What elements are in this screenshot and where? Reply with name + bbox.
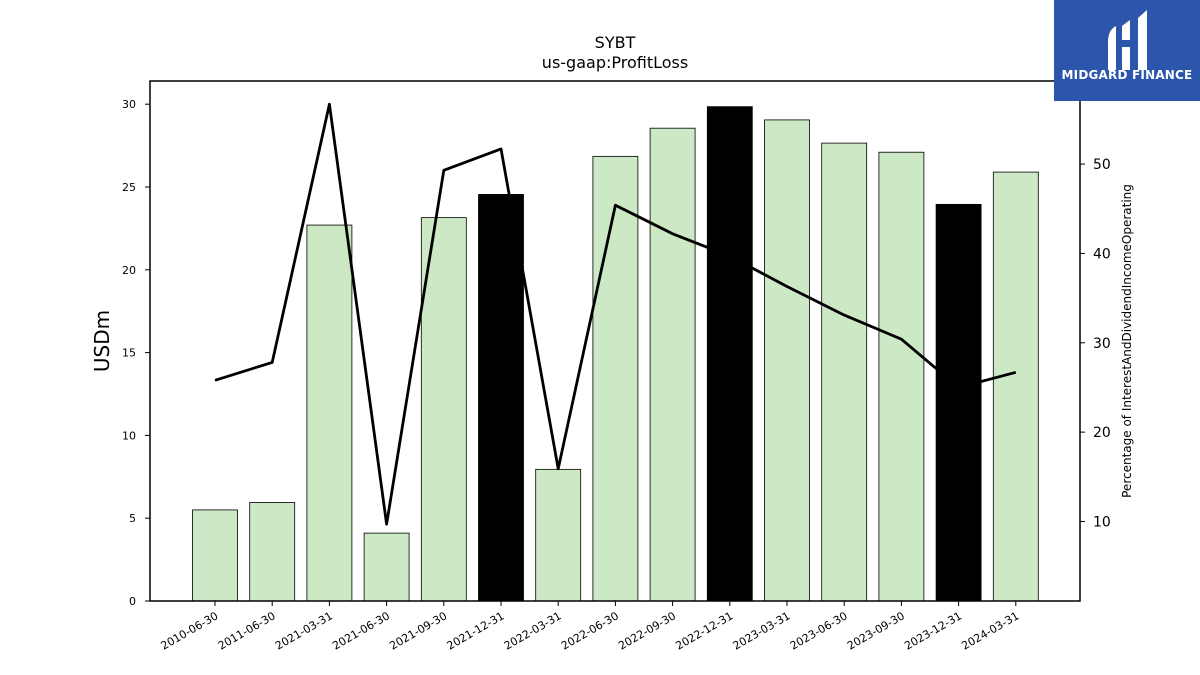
x-tick-label: 2011-06-30 [216,609,278,652]
line-series [214,102,1017,526]
x-tick-label: 2021-03-31 [273,609,335,652]
y-axis: 0 5 10 15 20 25 30 [122,98,150,608]
chart-title: SYBT [595,33,636,52]
y-tick-label: 20 [122,264,136,277]
midgard-logo-icon [1108,10,1147,70]
bar [535,468,582,602]
bar [821,142,868,602]
x-tick-label: 2023-12-31 [902,609,964,652]
x-axis: 2010-06-302011-06-302021-03-312021-06-30… [159,601,1021,653]
x-tick-label: 2022-12-31 [673,609,735,652]
chart-subtitle: us-gaap:ProfitLoss [542,53,688,72]
x-tick-label: 2024-03-31 [959,609,1021,652]
brand-name: MIDGARD FINANCE [1061,68,1193,82]
x-tick-label: 2021-06-30 [330,609,392,652]
bar [706,106,753,602]
x-tick-label: 2022-06-30 [559,609,621,652]
x-tick-label: 2010-06-30 [159,609,221,652]
y2-axis: 10 20 30 40 50 [1080,157,1111,530]
y-tick-label: 15 [122,347,136,360]
x-tick-label: 2023-09-30 [845,609,907,652]
y2-tick-label: 50 [1093,157,1111,173]
x-tick-label: 2021-09-30 [387,609,449,652]
y2-tick-label: 30 [1093,336,1111,352]
y-tick-label: 30 [122,98,136,111]
bar [935,203,982,602]
brand-logo: MIDGARD FINANCE [1054,0,1200,101]
bar [249,502,296,602]
y-tick-label: 5 [129,512,136,525]
y2-axis-label: Percentage of InterestAndDividendIncomeO… [1120,184,1134,498]
bar-series [192,106,1039,602]
bar [478,194,524,602]
y2-tick-label: 40 [1093,246,1111,262]
bar [649,127,696,602]
y2-tick-label: 10 [1093,514,1111,530]
x-tick-label: 2021-12-31 [445,609,507,652]
bar [192,509,238,602]
x-tick-label: 2023-06-30 [788,609,850,652]
bar [592,155,639,602]
y-tick-label: 25 [122,181,136,194]
y-axis-label: USDm [90,310,114,372]
x-tick-label: 2022-03-31 [502,609,564,652]
bar [764,119,810,602]
bar [992,171,1039,602]
bar [363,532,410,602]
bar [306,224,353,602]
y-tick-label: 0 [129,595,136,608]
x-tick-label: 2022-09-30 [616,609,678,652]
y-tick-label: 10 [122,429,136,442]
bar [420,217,467,602]
x-tick-label: 2023-03-31 [731,609,793,652]
y2-tick-label: 20 [1093,425,1111,441]
bar [878,151,925,602]
